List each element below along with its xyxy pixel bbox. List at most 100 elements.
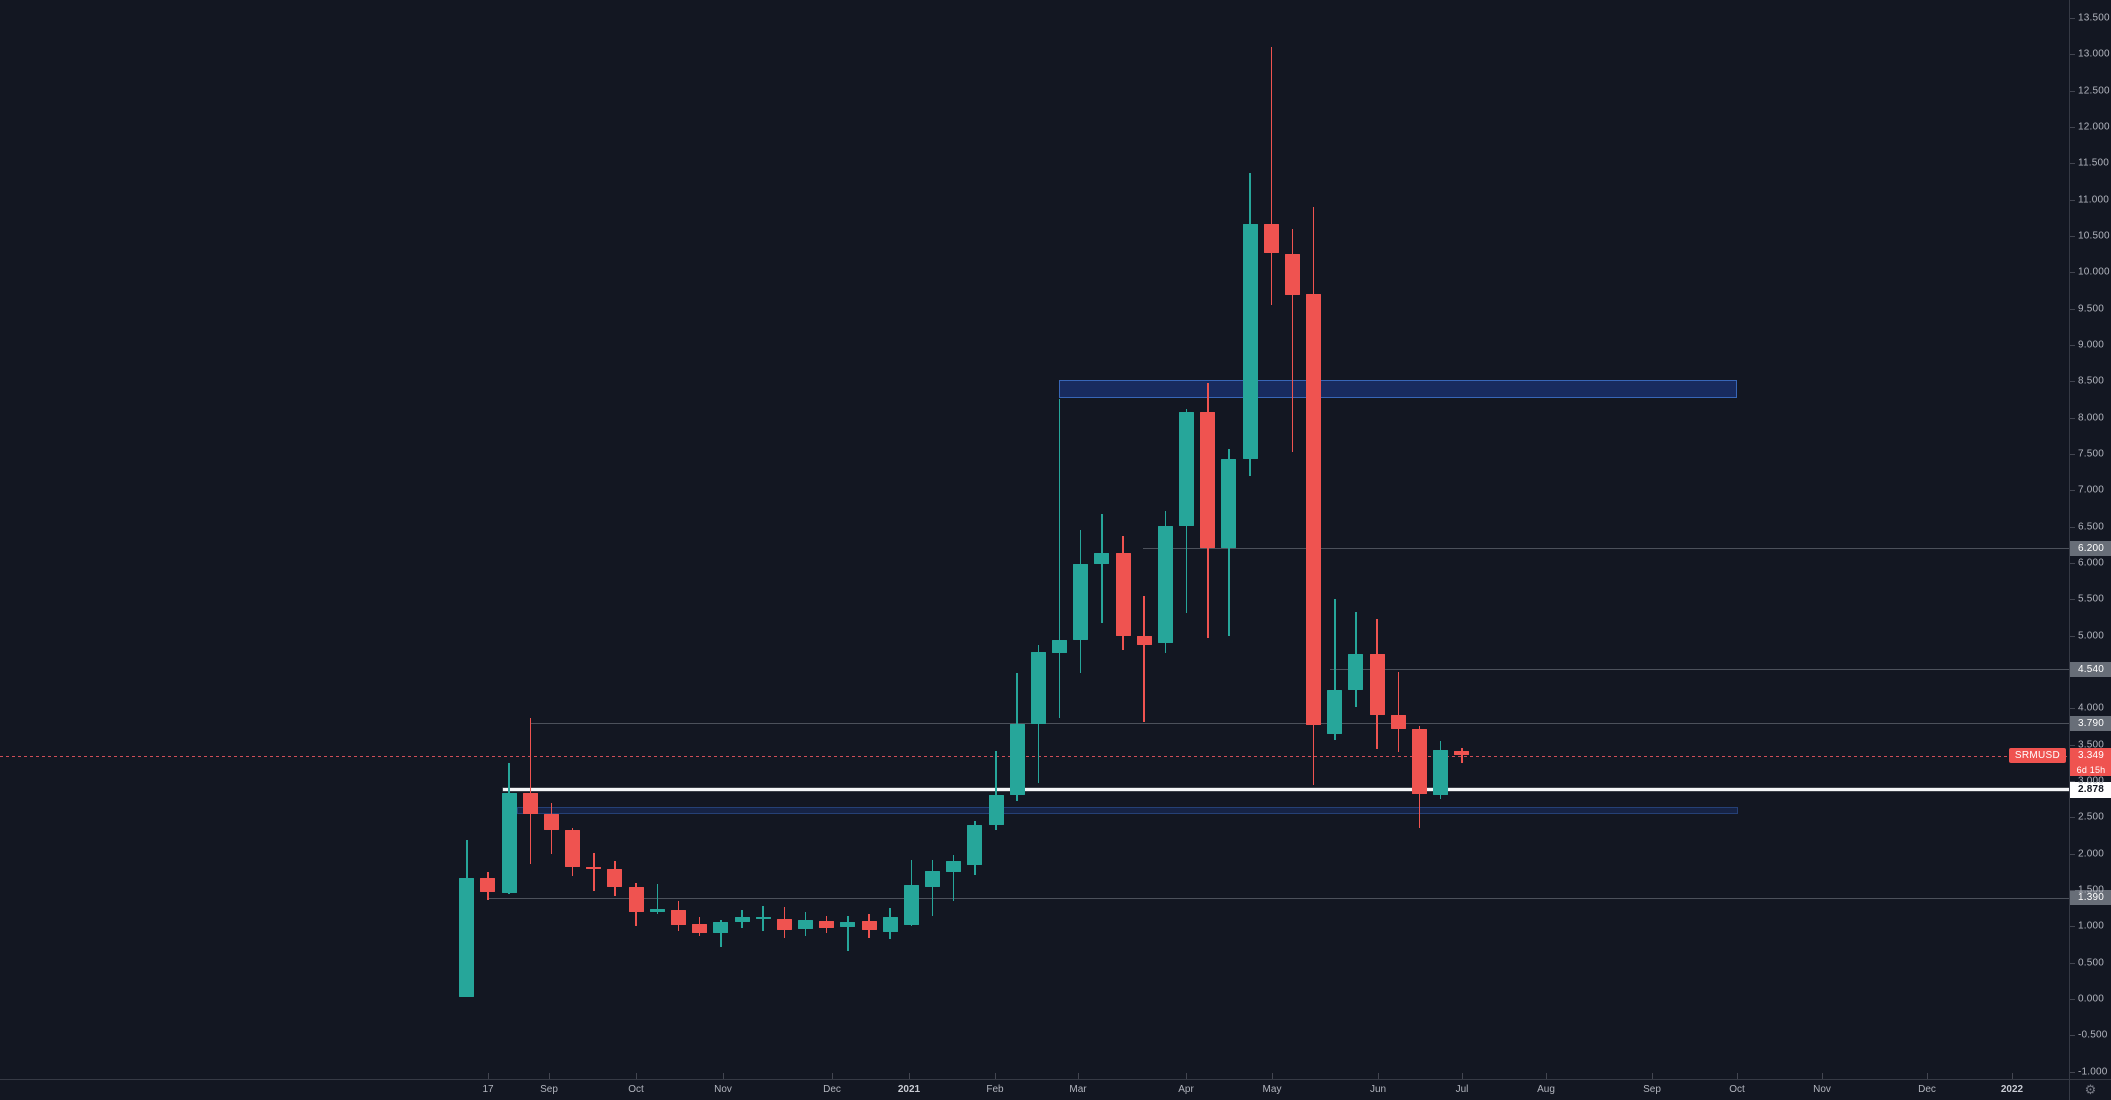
candle [861,921,877,930]
price-tick-label: 7.500 [2078,448,2105,460]
price-tick-mark [2070,817,2075,819]
price-level-badge: 1.390 [2070,890,2111,906]
candle [1136,636,1152,646]
price-tick-mark [2070,90,2075,92]
current-price-line [0,755,2069,757]
price-tick-mark [2070,381,2075,383]
candle [840,921,856,927]
time-tick-mark [1378,1073,1379,1079]
time-tick-mark [723,1073,724,1079]
candle-wick [1143,596,1145,723]
current-price-badge: 3.349 [2070,748,2111,764]
time-tick-mark [1546,1073,1547,1079]
price-tick-mark [2070,1035,2075,1037]
price-tick-mark [2070,490,2075,492]
price-level-line[interactable] [530,723,2069,725]
price-tick-mark [2070,926,2075,928]
candle [1327,690,1343,734]
price-tick-mark [2070,780,2075,782]
candle [543,813,559,831]
price-tick-label: 2.000 [2078,848,2105,860]
candle [671,910,686,925]
price-level-line[interactable] [488,897,2069,899]
time-tick-label: Mar [1069,1084,1087,1095]
price-tick-label: 9.500 [2078,303,2105,315]
candle [1369,653,1385,715]
candle [1115,552,1131,637]
axis-settings-corner: ⚙ [2069,1079,2111,1100]
candle-wick [529,718,532,865]
price-tick-label: 11.000 [2078,194,2110,206]
time-tick-mark [1186,1073,1187,1079]
price-level-line[interactable] [1143,548,2069,550]
candle [1284,254,1300,295]
price-axis[interactable]: 6.200 4.540 3.790 2.878 1.390 13.500 13.000 12.… [2069,0,2111,1079]
price-level-badge: 6.200 [2070,540,2111,556]
candle [1263,223,1279,253]
demand-zone-rect[interactable] [517,807,1738,815]
candle-wick [1334,599,1336,741]
price-tick-label: 10.500 [2078,230,2110,242]
candle-wick [1291,228,1294,452]
price-tick-label: 4.000 [2078,702,2105,714]
time-tick-mark [1078,1073,1079,1079]
candle-wick [847,916,849,951]
candle [776,918,792,930]
time-tick-label: Dec [823,1084,841,1095]
candle [649,908,665,912]
price-tick-label: 8.500 [2078,375,2105,387]
price-chart-canvas[interactable]: SRMUSD [0,0,2069,1079]
price-tick-label: 6.500 [2078,521,2105,533]
candle-wick [1461,748,1463,764]
price-tick-mark [2070,199,2075,201]
candle [1073,564,1089,640]
candle [903,884,919,925]
bar-countdown-badge: 6d 15h [2070,763,2111,777]
candle [734,917,750,922]
candle [607,868,623,887]
time-axis[interactable]: 17 Sep Oct Nov Dec 2021 Feb Mar Apr May Jun Jul Aug S… [0,1079,2069,1100]
time-tick-mark [1462,1073,1463,1079]
candle [1009,724,1025,795]
candle [713,921,729,934]
price-tick-label: 13.500 [2078,12,2110,24]
time-tick-label: Aug [1537,1084,1555,1095]
gear-icon[interactable]: ⚙ [2084,1082,2097,1098]
candle [1411,729,1427,794]
supply-zone-rect[interactable] [1059,379,1737,398]
candle [565,830,581,867]
candle [628,886,644,912]
symbol-price-tag: SRMUSD [2008,748,2066,764]
candle [1242,223,1258,460]
time-tick-label: Nov [714,1084,732,1095]
price-tick-label: 3.500 [2078,739,2105,751]
time-tick-mark [1927,1073,1928,1079]
time-tick-mark [909,1073,910,1079]
time-tick-mark [995,1073,996,1079]
price-tick-mark [2070,163,2075,165]
alert-line[interactable] [503,788,2069,792]
candle-wick [1397,671,1400,752]
time-tick-mark [488,1073,489,1079]
price-tick-mark [2070,453,2075,455]
candle [522,793,538,814]
price-tick-label: 6.000 [2078,557,2105,569]
price-tick-mark [2070,272,2075,274]
time-tick-label: 2021 [897,1084,921,1095]
candle-wick [593,852,595,891]
price-tick-mark [2070,127,2075,128]
candle [586,866,602,869]
price-tick-mark [2070,526,2075,528]
price-tick-mark [2070,235,2075,237]
price-tick-mark [2070,308,2075,310]
price-tick-mark [2070,1071,2075,1073]
candle [1030,652,1046,725]
time-tick-mark [1652,1073,1653,1079]
price-tick-label: 12.500 [2078,85,2110,97]
candle [1157,525,1173,643]
candle [967,825,983,866]
price-level-line[interactable] [1330,669,2069,670]
candle [819,921,835,928]
candle-wick [952,855,955,901]
